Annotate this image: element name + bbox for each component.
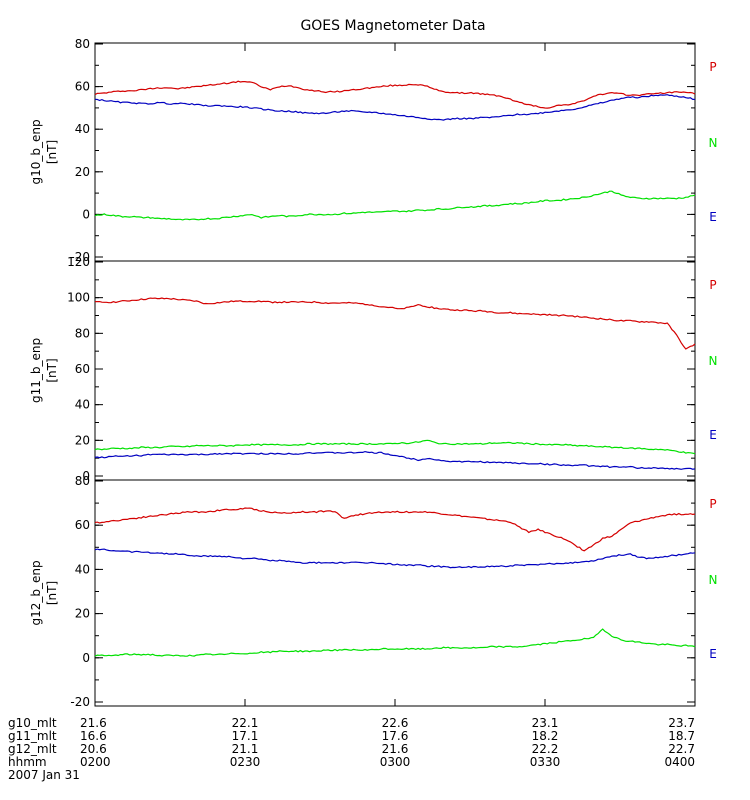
- panel-3: 80 60 40 20 0 -20 g12_b_enp [nT] P N E: [29, 474, 717, 709]
- y-axis-unit: [nT]: [45, 581, 59, 605]
- footer-table: g10_mlt 21.6 22.1 22.6 23.1 23.7 g11_mlt 16.6 17…: [8, 716, 695, 782]
- component-label-e: E: [709, 647, 717, 661]
- footer-value: 0400: [664, 755, 695, 769]
- y-tick-label: 40: [75, 122, 90, 136]
- y-tick-label: -20: [70, 695, 90, 709]
- component-label-n: N: [709, 136, 718, 150]
- footer-row-label: g10_mlt: [8, 716, 57, 730]
- y-axis-label: g11_b_enp: [29, 338, 43, 403]
- panel-2: 120 100 80 60 40 20 0 g11_b_enp [nT] P N E: [29, 255, 717, 483]
- footer-value: 0330: [530, 755, 561, 769]
- y-tick-label: 40: [75, 562, 90, 576]
- y-tick-label: 60: [75, 80, 90, 94]
- component-label-n: N: [709, 354, 718, 368]
- footer-value: 22.1: [232, 716, 259, 730]
- footer-row-label: g12_mlt: [8, 742, 57, 756]
- series-line-p: [95, 297, 696, 350]
- panel-frame: [94, 479, 696, 707]
- y-axis-label: g12_b_enp: [29, 560, 43, 625]
- footer-value: 0230: [230, 755, 261, 769]
- component-label-p: P: [709, 278, 716, 292]
- footer-value: 20.6: [80, 742, 107, 756]
- footer-value: 23.7: [668, 716, 695, 730]
- y-tick-label: 0: [82, 207, 90, 221]
- panel-1: 80 60 40 20 0 -20 g10_b_enp [nT] P N E: [29, 37, 717, 264]
- component-label-p: P: [709, 497, 716, 511]
- series-line-e: [94, 548, 696, 569]
- series-line-n: [94, 439, 696, 455]
- y-tick-label: 60: [75, 362, 90, 376]
- footer-value: 0200: [80, 755, 111, 769]
- series-line-n: [94, 190, 696, 221]
- footer-row-label: g11_mlt: [8, 729, 57, 743]
- footer-value: 17.6: [382, 729, 409, 743]
- series-line-n: [94, 628, 696, 657]
- footer-value: 16.6: [80, 729, 107, 743]
- y-axis-unit: [nT]: [45, 140, 59, 164]
- panel-frame: [94, 42, 696, 262]
- component-label-e: E: [709, 428, 717, 442]
- y-tick-label: 80: [75, 37, 90, 51]
- footer-value: 17.1: [232, 729, 259, 743]
- y-tick-label: 40: [75, 398, 90, 412]
- y-tick-label: 60: [75, 518, 90, 532]
- footer-date: 2007 Jan 31: [8, 768, 80, 782]
- component-label-e: E: [709, 210, 717, 224]
- footer-row-label: hhmm: [8, 755, 47, 769]
- y-axis-unit: [nT]: [45, 358, 59, 382]
- component-label-p: P: [709, 60, 716, 74]
- footer-value: 18.7: [668, 729, 695, 743]
- y-tick-label: 20: [75, 433, 90, 447]
- y-axis-label: g10_b_enp: [29, 119, 43, 184]
- series-line-e: [94, 450, 696, 470]
- series-line-e: [94, 94, 695, 121]
- y-tick-label: 80: [75, 326, 90, 340]
- y-tick-label: 100: [67, 291, 90, 305]
- series-line-p: [94, 80, 696, 109]
- footer-value: 21.6: [80, 716, 107, 730]
- component-label-n: N: [709, 573, 718, 587]
- y-tick-label: 80: [75, 474, 90, 488]
- footer-value: 22.6: [382, 716, 409, 730]
- footer-value: 21.6: [382, 742, 409, 756]
- footer-value: 21.1: [232, 742, 259, 756]
- footer-value: 0300: [380, 755, 411, 769]
- y-tick-label: -20: [70, 250, 90, 264]
- y-tick-label: 0: [82, 469, 90, 483]
- y-tick-label: 120: [67, 255, 90, 269]
- chart-title: GOES Magnetometer Data: [300, 18, 485, 34]
- y-tick-label: 0: [82, 651, 90, 665]
- footer-value: 18.2: [532, 729, 559, 743]
- y-tick-label: 20: [75, 165, 90, 179]
- footer-value: 22.2: [532, 742, 559, 756]
- series-line-p: [94, 507, 696, 552]
- footer-value: 22.7: [668, 742, 695, 756]
- y-tick-label: 20: [75, 607, 90, 621]
- footer-value: 23.1: [532, 716, 559, 730]
